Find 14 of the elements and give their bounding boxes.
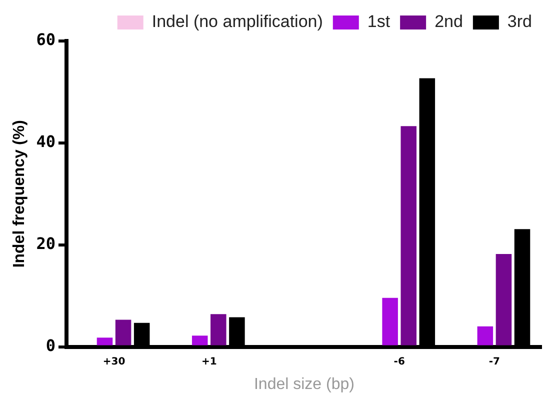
x-axis-title: Indel size (bp) bbox=[254, 376, 354, 393]
y-axis-title: Indel frequency (%) bbox=[11, 120, 28, 268]
y-tick-label: 20 bbox=[36, 234, 56, 254]
legend-label: 1st bbox=[367, 12, 390, 32]
legend-label: Indel (no amplification) bbox=[152, 12, 323, 32]
x-tick-label: +30 bbox=[102, 356, 126, 368]
legend-label: 3rd bbox=[507, 12, 532, 32]
x-tick-label: -7 bbox=[488, 356, 500, 368]
x-tick-label: -6 bbox=[394, 356, 405, 368]
y-tick-label: 0 bbox=[46, 336, 56, 355]
legend-label: 2nd bbox=[434, 12, 463, 32]
y-tick-label: 40 bbox=[36, 132, 56, 152]
y-tick-label: 60 bbox=[36, 30, 56, 50]
x-tick-label: +1 bbox=[201, 356, 217, 368]
